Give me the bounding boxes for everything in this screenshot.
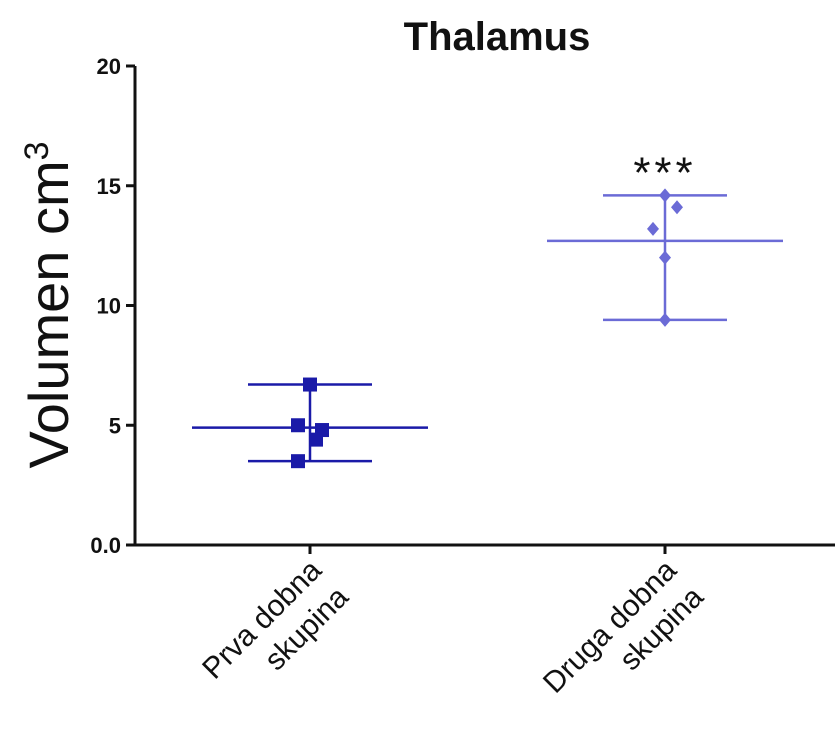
data-point bbox=[659, 250, 671, 265]
data-point bbox=[659, 188, 671, 203]
y-tick-label: 10 bbox=[97, 294, 121, 319]
series-group bbox=[192, 377, 428, 469]
svg-text:Volumen cm3: Volumen cm3 bbox=[17, 141, 80, 468]
y-tick-label: 5 bbox=[109, 413, 121, 438]
axes bbox=[133, 66, 835, 547]
data-point bbox=[647, 221, 659, 236]
series-group bbox=[547, 188, 783, 327]
y-tick-label: 0.0 bbox=[90, 533, 121, 558]
data-point bbox=[671, 200, 683, 215]
data-point bbox=[309, 432, 323, 447]
data-point bbox=[291, 454, 305, 469]
data-point bbox=[291, 418, 305, 433]
data-point bbox=[659, 312, 671, 327]
y-tick-label: 15 bbox=[97, 174, 121, 199]
y-axis-label-superscript: 3 bbox=[18, 141, 56, 160]
chart-title: Thalamus bbox=[404, 15, 591, 59]
y-axis-label: Volumen cm3 bbox=[17, 141, 80, 468]
significance-annotation: *** bbox=[633, 148, 696, 197]
y-axis-label-text: Volumen cm bbox=[17, 160, 80, 468]
series-layer bbox=[192, 188, 783, 469]
data-point bbox=[303, 377, 317, 392]
y-ticks: 0.0 5 10 15 20 bbox=[90, 54, 135, 558]
y-tick-label: 20 bbox=[97, 54, 121, 79]
annotation-layer: *** bbox=[633, 148, 696, 197]
